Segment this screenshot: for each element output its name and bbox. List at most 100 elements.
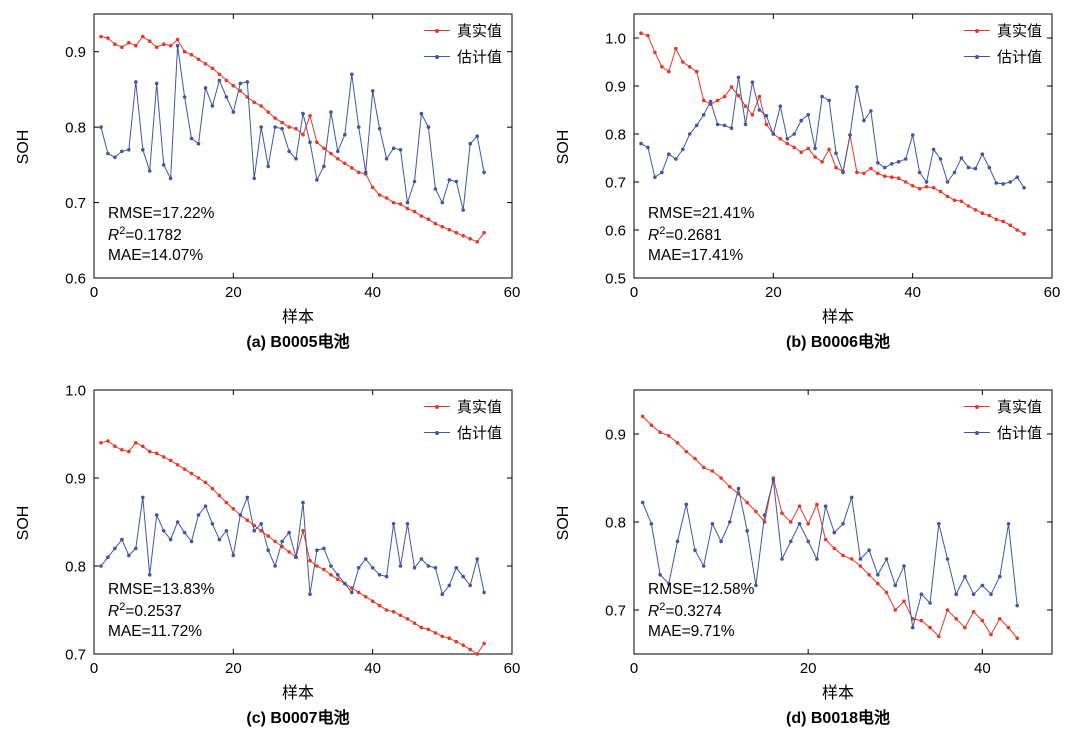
soh-axis-label: SOH <box>555 129 572 165</box>
stat-r2: R2=0.2537 <box>108 600 182 620</box>
legend-label-estimated-value: 估计值 <box>456 49 502 66</box>
stat-mae: MAE=14.07% <box>108 246 204 264</box>
red-line-marker-icon <box>423 403 450 411</box>
svg-text:40: 40 <box>974 660 991 677</box>
svg-text:0: 0 <box>630 660 638 677</box>
legend-label-true-value: 真实值 <box>456 23 502 40</box>
svg-text:40: 40 <box>364 284 381 301</box>
chart-d-plot: 0.7 0.8 0.9 0 20 40 <box>605 389 1053 677</box>
svg-text:0: 0 <box>630 284 638 301</box>
svg-text:0.6: 0.6 <box>65 270 86 287</box>
stat-r2: R2=0.2681 <box>648 224 722 244</box>
red-line-marker-icon <box>963 403 990 411</box>
svg-text:0: 0 <box>90 660 98 677</box>
chart-c-stats: RMSE=13.83% R2=0.2537 MAE=11.72% <box>108 580 214 642</box>
chart-c-plot-area: 0.7 0.8 0.9 1.0 0 20 40 60 SOH 真实值 估计值 RMSE=13.… <box>12 382 524 682</box>
svg-text:0.8: 0.8 <box>605 514 626 531</box>
legend-label-estimated-value: 估计值 <box>996 49 1042 66</box>
blue-line-marker-icon <box>423 53 450 61</box>
chart-a-caption: (a) B0005电池 <box>246 334 350 351</box>
stat-rmse: RMSE=13.83% <box>108 581 215 598</box>
stat-rmse: RMSE=17.22% <box>108 205 215 222</box>
legend-item-estimated-value: 估计值 <box>963 422 1042 443</box>
chart-a-plot-area: 0.6 0.7 0.8 0.9 0 20 40 60 SOH 真实值 估计值 RMSE=17.… <box>12 6 524 306</box>
chart-a: 0.6 0.7 0.8 0.9 0 20 40 60 SOH 真实值 估计值 RMSE=17.… <box>0 0 540 376</box>
legend-item-true-value: 真实值 <box>423 20 502 41</box>
svg-text:0: 0 <box>90 284 98 301</box>
chart-c: 0.7 0.8 0.9 1.0 0 20 40 60 SOH 真实值 估计值 RMSE=13.… <box>0 376 540 753</box>
chart-b-plot-area: 0.5 0.6 0.7 0.8 0.9 1.0 0 20 40 60 SOH 真实值 估计值 RM… <box>552 6 1064 306</box>
svg-text:0.5: 0.5 <box>605 270 626 287</box>
svg-text:40: 40 <box>364 660 381 677</box>
stat-mae: MAE=17.41% <box>648 246 744 264</box>
chart-a-stats: RMSE=17.22% R2=0.1782 MAE=14.07% <box>108 204 214 266</box>
svg-text:0.7: 0.7 <box>605 602 626 619</box>
svg-text:60: 60 <box>1044 284 1061 301</box>
blue-line-marker-icon <box>963 53 990 61</box>
svg-text:60: 60 <box>504 284 521 301</box>
chart-b-stats: RMSE=21.41% R2=0.2681 MAE=17.41% <box>648 204 754 266</box>
chart-b-legend: 真实值 估计值 <box>963 20 1042 67</box>
svg-text:20: 20 <box>800 660 817 677</box>
chart-c-plot: 0.7 0.8 0.9 1.0 0 20 40 60 <box>65 382 521 677</box>
sample-axis-label: 样本 <box>821 685 854 702</box>
soh-axis-label: SOH <box>15 505 32 541</box>
stat-rmse: RMSE=21.41% <box>648 205 755 222</box>
sample-axis-label: 样本 <box>821 309 854 326</box>
chart-d-legend: 真实值 估计值 <box>963 396 1042 443</box>
legend-item-estimated-value: 估计值 <box>423 46 502 67</box>
svg-text:1.0: 1.0 <box>605 30 626 47</box>
chart-b: 0.5 0.6 0.7 0.8 0.9 1.0 0 20 40 60 SOH 真实值 估计值 RM… <box>540 0 1080 376</box>
legend-label-estimated-value: 估计值 <box>996 425 1042 442</box>
chart-d-stats: RMSE=12.58% R2=0.3274 MAE=9.71% <box>648 580 754 642</box>
chart-a-plot: 0.6 0.7 0.8 0.9 0 20 40 60 <box>65 13 521 301</box>
svg-text:0.8: 0.8 <box>605 126 626 143</box>
red-line-marker-icon <box>963 27 990 35</box>
svg-text:0.9: 0.9 <box>65 44 86 61</box>
blue-line-marker-icon <box>963 429 990 437</box>
stat-mae: MAE=11.72% <box>108 622 203 640</box>
legend-item-estimated-value: 估计值 <box>963 46 1042 67</box>
legend-item-estimated-value: 估计值 <box>423 422 502 443</box>
legend-item-true-value: 真实值 <box>963 396 1042 417</box>
svg-text:0.9: 0.9 <box>605 426 626 443</box>
svg-text:0.6: 0.6 <box>605 222 626 239</box>
legend-item-true-value: 真实值 <box>423 396 502 417</box>
svg-text:1.0: 1.0 <box>65 382 86 399</box>
legend-label-estimated-value: 估计值 <box>456 425 502 442</box>
chart-c-legend: 真实值 估计值 <box>423 396 502 443</box>
svg-text:0.7: 0.7 <box>65 646 86 663</box>
svg-text:20: 20 <box>225 660 242 677</box>
chart-d: 0.7 0.8 0.9 0 20 40 SOH 真实值 估计值 RMSE=12.58% R… <box>540 376 1080 753</box>
svg-text:40: 40 <box>904 284 921 301</box>
svg-text:0.8: 0.8 <box>65 119 86 136</box>
stat-r2: R2=0.3274 <box>648 600 722 620</box>
svg-text:0.8: 0.8 <box>65 558 86 575</box>
chart-d-caption: (d) B0018电池 <box>785 710 891 727</box>
sample-axis-label: 样本 <box>281 685 314 702</box>
blue-line-marker-icon <box>423 429 450 437</box>
legend-item-true-value: 真实值 <box>963 20 1042 41</box>
svg-text:60: 60 <box>504 660 521 677</box>
chart-b-plot: 0.5 0.6 0.7 0.8 0.9 1.0 0 20 40 60 <box>605 13 1061 301</box>
soh-axis-label: SOH <box>555 505 572 541</box>
legend-label-true-value: 真实值 <box>996 23 1042 40</box>
stat-mae: MAE=9.71% <box>648 622 735 640</box>
chart-a-legend: 真实值 估计值 <box>423 20 502 67</box>
chart-c-caption: (c) B0007电池 <box>246 710 350 727</box>
svg-text:0.9: 0.9 <box>605 78 626 95</box>
stat-rmse: RMSE=12.58% <box>648 581 755 598</box>
svg-text:0.7: 0.7 <box>65 195 86 212</box>
svg-text:0.9: 0.9 <box>65 470 86 487</box>
red-line-marker-icon <box>423 27 450 35</box>
svg-text:20: 20 <box>765 284 782 301</box>
legend-label-true-value: 真实值 <box>996 399 1042 416</box>
svg-text:0.7: 0.7 <box>605 174 626 191</box>
sample-axis-label: 样本 <box>281 309 314 326</box>
chart-d-plot-area: 0.7 0.8 0.9 0 20 40 SOH 真实值 估计值 RMSE=12.58% R… <box>552 382 1064 682</box>
soh-axis-label: SOH <box>15 129 32 165</box>
stat-r2: R2=0.1782 <box>108 224 182 244</box>
legend-label-true-value: 真实值 <box>456 399 502 416</box>
svg-text:20: 20 <box>225 284 242 301</box>
